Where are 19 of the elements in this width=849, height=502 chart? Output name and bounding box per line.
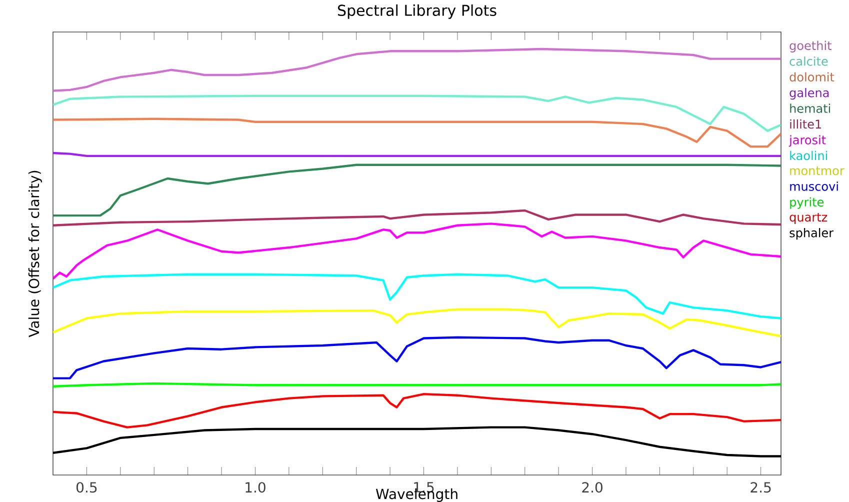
text: jarosit (788, 135, 826, 147)
text: montmor (790, 166, 844, 176)
text: galena (790, 88, 829, 100)
text: hemati (790, 104, 830, 113)
text: kaolini (790, 150, 828, 160)
series-label: goethit (790, 40, 832, 52)
text: calcite (790, 56, 828, 66)
text: sphaler (790, 228, 834, 240)
text: pyrite (790, 197, 824, 209)
text: muscovi (790, 182, 838, 191)
x-tick-label: 1.0 (246, 482, 266, 493)
x-tick-label: 2.0 (582, 482, 602, 493)
chart-title: Spectral Library Plots (338, 4, 496, 19)
text: illite1 (790, 119, 822, 129)
text: quartz (790, 213, 828, 224)
x-tick-label: 0.5 (76, 482, 97, 493)
x-tick-label: 2.5 (750, 482, 771, 493)
y-axis-title: Value (Offset for clarity) (28, 170, 42, 338)
text: dolomit (790, 72, 834, 82)
